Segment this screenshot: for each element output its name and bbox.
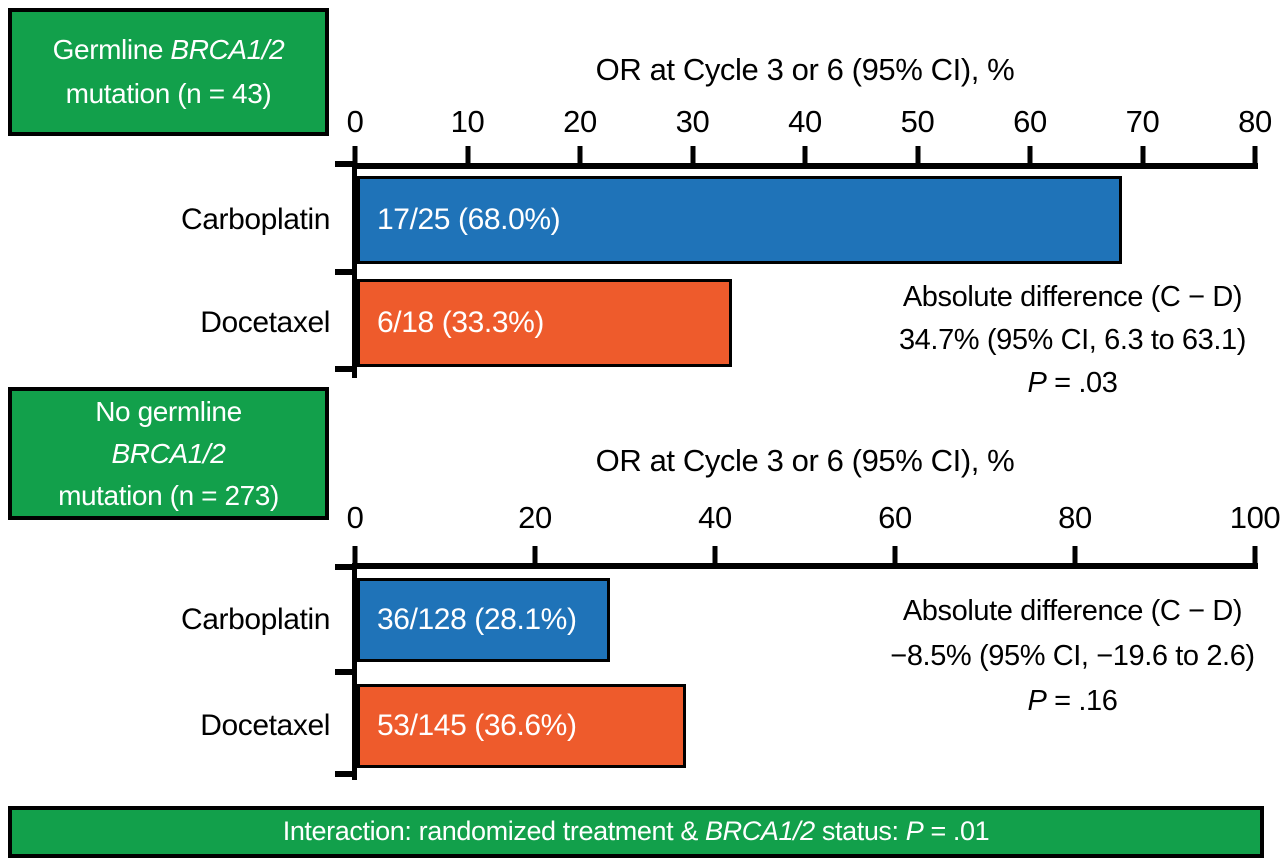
p-symbol: P [905, 816, 924, 846]
x-tick-label: 80 [1058, 500, 1092, 535]
p-symbol: P [1027, 685, 1047, 717]
group-label-line: mutation (n = 273) [58, 479, 279, 511]
chart1-y-tick-mark [335, 366, 353, 372]
x-tick-mark [1072, 546, 1078, 564]
bar-value-label: 53/145 (36.6%) [377, 709, 577, 742]
x-tick-label: 0 [346, 104, 364, 139]
annotation-p-value: P = .03 [880, 362, 1265, 405]
bar-carboplatin-germline: 17/25 (68.0%) [357, 176, 1122, 264]
chart1-y-tick-mark [335, 161, 353, 167]
gene-name: BRCA1/2 [170, 34, 285, 65]
bar-track-carboplatin-2: 36/128 (28.1%) [357, 578, 1257, 662]
chart2-x-tick-marks [352, 546, 1258, 564]
annotation-p-value: P = .16 [880, 679, 1265, 724]
x-tick-mark [802, 146, 808, 164]
chart1-y-axis-line [352, 163, 357, 378]
chart1-x-tick-marks [352, 146, 1258, 164]
group-label-germline-box: Germline BRCA1/2 mutation (n = 43) [8, 8, 329, 136]
p-value-text: = .01 [923, 816, 990, 846]
x-tick-mark [915, 146, 920, 164]
annotation-line: −8.5% (95% CI, −19.6 to 2.6) [890, 640, 1255, 672]
bar-docetaxel-germline: 6/18 (33.3%) [357, 279, 732, 367]
x-tick-label: 60 [878, 500, 912, 535]
x-tick-label: 10 [450, 104, 485, 139]
group-label-line: BRCA1/2 [12, 433, 325, 475]
x-tick-mark [465, 146, 470, 164]
bar-carboplatin-no-germline: 36/128 (28.1%) [357, 578, 610, 662]
x-tick-mark [712, 546, 718, 564]
bar-value-label: 36/128 (28.1%) [377, 603, 577, 636]
chart1-axis-title: OR at Cycle 3 or 6 (95% CI), % [595, 52, 1015, 87]
bar-track-carboplatin-1: 17/25 (68.0%) [357, 176, 1257, 264]
x-tick-mark [690, 146, 695, 164]
annotation-line: 34.7% (95% CI, 6.3 to 63.1) [898, 324, 1247, 356]
group-label-line: Germline BRCA1/2 [12, 28, 325, 72]
x-tick-mark [1252, 546, 1258, 564]
chart1-x-axis-line [352, 163, 1258, 169]
category-label-carboplatin-2: Carboplatin [180, 603, 330, 636]
bar-track-docetaxel-2: 53/145 (36.6%) [357, 684, 1257, 768]
banner-text: Interaction: randomized treatment & [282, 816, 706, 846]
x-tick-mark [1252, 146, 1258, 164]
bar-value-label: 17/25 (68.0%) [377, 203, 561, 236]
x-tick-label: 30 [675, 104, 710, 139]
category-label-carboplatin-1: Carboplatin [180, 203, 330, 236]
banner-text: status: [814, 816, 906, 846]
x-tick-label: 100 [1229, 500, 1280, 535]
annotation-difference-no-germline: Absolute difference (C − D) −8.5% (95% C… [880, 589, 1265, 724]
chart2-y-tick-mark [335, 771, 353, 777]
x-tick-label: 40 [698, 500, 732, 535]
x-tick-mark [532, 546, 538, 564]
group-label-line: mutation (n = 43) [65, 78, 272, 109]
chart1-x-tick-labels: 0 10 20 30 40 50 60 70 80 [347, 104, 1273, 140]
x-tick-label: 70 [1125, 104, 1160, 139]
x-tick-label: 40 [788, 104, 822, 139]
p-value-text: = .16 [1046, 685, 1118, 717]
x-tick-mark [577, 146, 583, 164]
group-label-line: No germline [95, 395, 242, 427]
x-tick-label: 80 [1238, 104, 1272, 139]
x-tick-mark [352, 546, 358, 564]
x-tick-label: 60 [1013, 104, 1047, 139]
gene-name: BRCA1/2 [705, 816, 815, 846]
group-label-text: Germline [52, 34, 171, 65]
gene-name: BRCA1/2 [111, 437, 226, 469]
x-tick-mark [892, 546, 898, 564]
x-tick-label: 50 [900, 104, 935, 139]
group-label-no-germline-box: No germline BRCA1/2 mutation (n = 273) [8, 387, 329, 520]
category-label-docetaxel-1: Docetaxel [200, 306, 330, 339]
chart1-y-tick-mark [335, 269, 353, 275]
interaction-banner: Interaction: randomized treatment & BRCA… [8, 806, 1264, 858]
p-symbol: P [1027, 367, 1047, 399]
chart2-x-tick-labels: 0 20 40 60 80 100 [347, 500, 1280, 536]
chart2-axis-title: OR at Cycle 3 or 6 (95% CI), % [595, 443, 1015, 478]
x-tick-mark [352, 146, 358, 164]
bar-value-label: 6/18 (33.3%) [377, 306, 544, 339]
annotation-line: Absolute difference (C − D) [902, 595, 1243, 627]
chart2-y-axis-line [352, 563, 357, 780]
annotation-difference-germline: Absolute difference (C − D) 34.7% (95% C… [880, 276, 1265, 405]
x-tick-mark [1140, 146, 1145, 164]
p-value-text: = .03 [1046, 367, 1118, 399]
x-tick-label: 0 [346, 500, 364, 535]
bar-track-docetaxel-1: 6/18 (33.3%) [357, 279, 1257, 367]
x-tick-label: 20 [518, 500, 552, 535]
category-label-docetaxel-2: Docetaxel [200, 709, 330, 742]
chart2-x-axis-line [352, 563, 1258, 569]
annotation-line: Absolute difference (C − D) [902, 281, 1243, 313]
chart2-y-tick-mark [335, 669, 353, 675]
x-tick-mark [1027, 146, 1033, 164]
bar-docetaxel-no-germline: 53/145 (36.6%) [357, 684, 687, 768]
x-tick-label: 20 [563, 104, 597, 139]
chart2-y-tick-mark [335, 564, 353, 570]
